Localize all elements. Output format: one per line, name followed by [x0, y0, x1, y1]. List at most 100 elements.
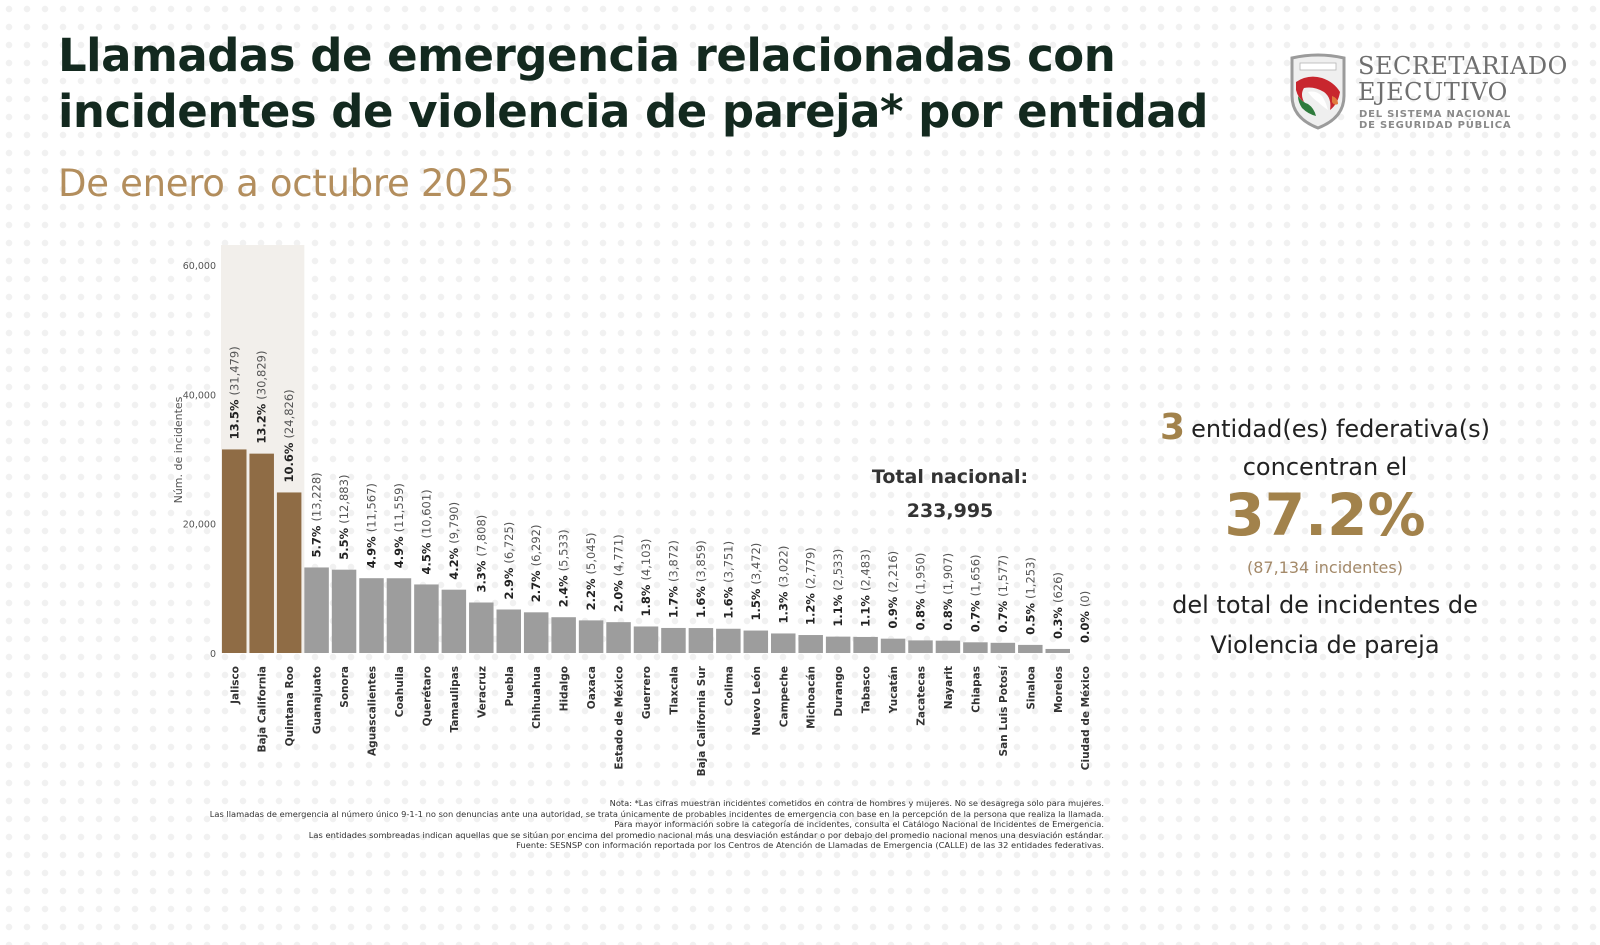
bar-tamaulipas	[441, 589, 467, 653]
x-tick-label: Guerrero	[641, 666, 653, 719]
y-tick-label: 60,000	[183, 261, 216, 272]
bar-baja-california	[249, 453, 274, 653]
bar-sonora	[331, 569, 357, 653]
x-tick-label: Campeche	[778, 666, 790, 727]
title-line-1: Llamadas de emergencia relacionadas con	[58, 29, 1116, 82]
x-tick-label: Durango	[833, 666, 845, 717]
x-tick-label: Veracruz	[476, 666, 488, 718]
bar-data-label: 0.8% (1,950)	[914, 553, 928, 631]
bar-oaxaca	[578, 620, 604, 653]
bar-campeche	[771, 633, 796, 653]
x-axis-labels: Jalisco Baja California Quintana Roo Guanaj…	[229, 665, 1092, 777]
bar-jalisco	[222, 449, 247, 653]
bar-data-label: 4.9% (11,559)	[392, 483, 406, 568]
x-tick-label: Oaxaca	[586, 666, 598, 709]
bar-data-label: 3.3% (7,808)	[474, 515, 488, 593]
y-axis-title: Núm. de incidentes	[172, 396, 185, 503]
logo-text-ejecutivo: EJECUTIVO	[1358, 78, 1508, 106]
summary-percent: 37.2%	[1224, 481, 1426, 549]
bar-puebla	[496, 609, 521, 653]
bar-data-label: 0.3% (626)	[1051, 572, 1065, 639]
summary-line-1: 3 entidad(es) federativa(s)	[1140, 406, 1510, 451]
bar-data-label: 1.1% (2,483)	[859, 549, 873, 627]
x-tick-label: Chihuahua	[531, 666, 543, 729]
x-tick-label: Tabasco	[861, 666, 873, 713]
bar-data-label: 0.0% (0)	[1078, 591, 1092, 643]
bar-chiapas	[963, 642, 988, 653]
x-tick-label: Chiapas	[970, 666, 982, 713]
x-tick-label: Nuevo León	[751, 666, 763, 736]
note-line-1: Nota: *Las cifras muestran incidentes co…	[609, 798, 1104, 808]
logo-text-secretariado: SECRETARIADO	[1358, 52, 1568, 80]
x-tick-label: Guanajuato	[312, 666, 324, 734]
bar-yucat-n	[880, 638, 906, 653]
logo-text-seguridad: DE SEGURIDAD PÚBLICA	[1359, 120, 1512, 131]
bar-data-label: 5.5% (12,883)	[337, 475, 351, 560]
x-tick-label: Jalisco	[229, 666, 241, 705]
bar-data-label: 0.7% (1,577)	[996, 555, 1010, 633]
bar-baja-california-sur	[688, 628, 714, 653]
x-tick-label: Ciudad de México	[1080, 666, 1092, 770]
note-line-5: Fuente: SESNSP con información reportada…	[516, 840, 1104, 850]
x-tick-label: Colima	[723, 666, 735, 706]
bar-data-label: 0.5% (1,253)	[1023, 557, 1037, 635]
bar-data-label: 2.4% (5,533)	[557, 529, 571, 607]
logo-text-sistema: DEL SISTEMA NACIONAL	[1359, 109, 1512, 120]
x-tick-label: Hidalgo	[559, 666, 571, 711]
bar-data-label: 13.5% (31,479)	[227, 346, 241, 439]
y-tick-label: 20,000	[183, 520, 216, 531]
y-axis-ticks: 0 20,000 40,000 60,000	[183, 261, 216, 660]
bar-data-label: 0.8% (1,907)	[941, 553, 955, 631]
bar-nayarit	[935, 640, 961, 653]
x-tick-label: Quintana Roo	[284, 666, 296, 746]
x-tick-label: Zacatecas	[916, 666, 928, 726]
x-tick-label: Estado de México	[614, 666, 626, 770]
bar-data-label: 0.7% (1,656)	[968, 554, 982, 632]
bar-data-label: 1.3% (3,022)	[776, 546, 790, 624]
bar-sinaloa	[1018, 644, 1043, 653]
bar-data-label: 2.9% (6,725)	[502, 522, 516, 600]
x-tick-label: Sonora	[339, 666, 351, 708]
note-line-3: Para mayor información sobre la categorí…	[614, 819, 1104, 829]
bar-data-label: 4.2% (9,790)	[447, 502, 461, 580]
bar-hidalgo	[551, 617, 576, 653]
sesnsp-logo: SECRETARIADO EJECUTIVO DEL SISTEMA NACIO…	[1288, 52, 1588, 142]
bar-guanajuato	[304, 567, 329, 653]
note-line-4: Las entidades sombreadas indican aquella…	[308, 829, 1104, 840]
x-tick-label: Aguascalientes	[367, 666, 379, 756]
bar-guerrero	[633, 626, 659, 653]
total-label: Total nacional:	[871, 466, 1029, 488]
bar-tabasco	[853, 636, 878, 653]
x-tick-label: Nayarit	[943, 666, 955, 709]
bar-chihuahua	[523, 612, 549, 653]
y-tick-label: 0	[210, 649, 216, 660]
bar-data-label: 1.5% (3,472)	[749, 543, 763, 621]
bars	[222, 449, 1070, 653]
bar-data-labels: 13.5% (31,479) 13.2% (30,829) 10.6% (24,82…	[227, 346, 1092, 643]
bar-durango	[825, 636, 851, 653]
x-tick-label: Yucatán	[888, 666, 900, 714]
bar-tlaxcala	[661, 627, 686, 653]
y-tick-label: 40,000	[183, 390, 216, 401]
bar-colima	[716, 628, 741, 653]
bar-quer-taro	[414, 584, 439, 653]
bar-data-label: 1.1% (2,533)	[831, 549, 845, 627]
page-subtitle: De enero a octubre 2025	[58, 162, 514, 205]
bar-morelos	[1045, 648, 1070, 653]
x-tick-label: Coahuila	[394, 666, 406, 717]
x-tick-label: Tlaxcala	[668, 666, 680, 715]
chart-notes: Nota: *Las cifras muestran incidentes co…	[100, 798, 1104, 851]
x-tick-label: Tamaulipas	[449, 666, 461, 732]
bar-zacatecas	[908, 640, 933, 653]
summary-panel: 3 entidad(es) federativa(s) concentran el…	[1140, 406, 1510, 665]
bar-data-label: 1.8% (4,103)	[639, 539, 653, 617]
x-tick-label: Michoacán	[806, 666, 818, 729]
bar-data-label: 4.5% (10,601)	[419, 489, 433, 574]
bar-data-label: 1.2% (2,779)	[804, 547, 818, 625]
x-tick-label: Morelos	[1053, 666, 1065, 713]
x-tick-label: San Luis Potosí	[998, 665, 1010, 757]
bar-nuevo-le-n	[743, 630, 769, 653]
bar-data-label: 5.7% (13,228)	[310, 472, 324, 557]
bar-michoac-n	[798, 635, 823, 653]
bar-data-label: 1.6% (3,859)	[694, 540, 708, 618]
